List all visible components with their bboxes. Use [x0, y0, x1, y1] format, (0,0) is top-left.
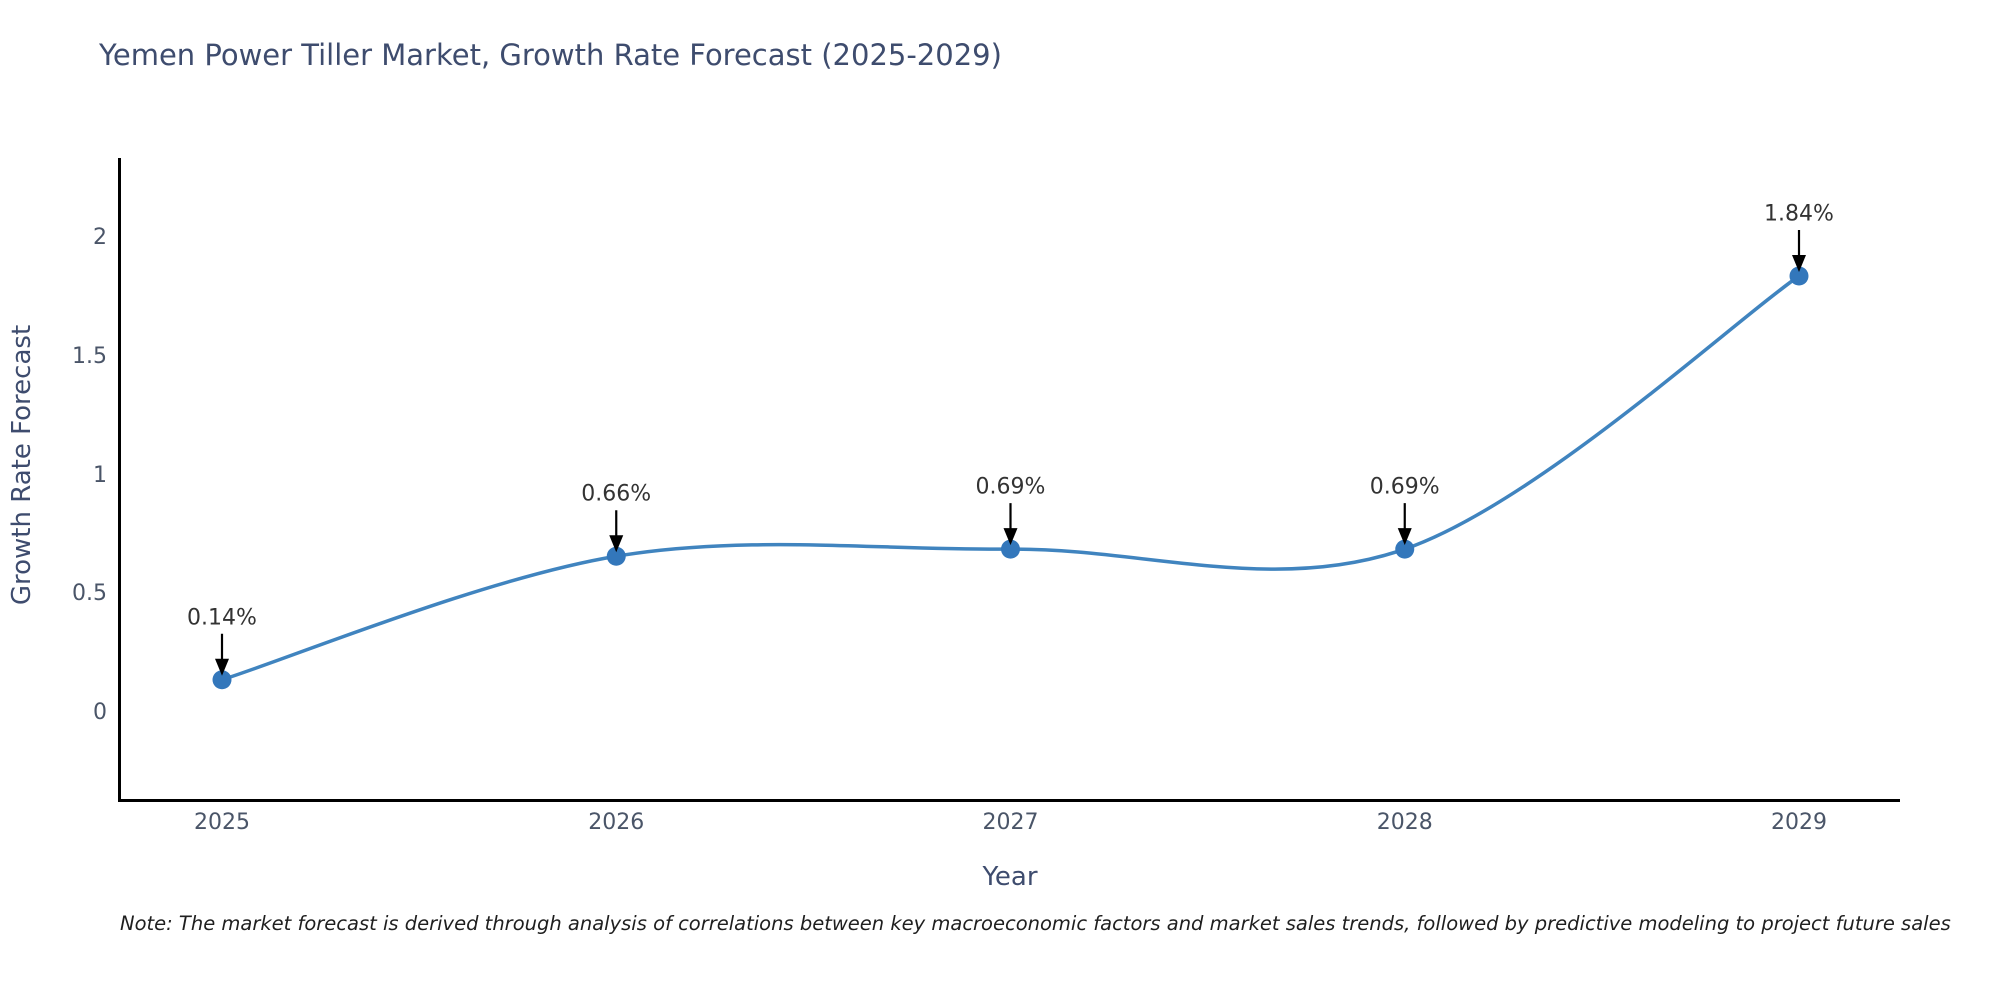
annotation-arrowhead-2026	[609, 535, 624, 553]
y-tick-label-0: 0	[93, 700, 107, 725]
x-axis-title: Year	[982, 862, 1038, 892]
annotation-arrowhead-2027	[1003, 528, 1018, 546]
point-label-2027: 0.69%	[975, 474, 1046, 500]
data-point-2026	[606, 546, 626, 566]
data-point-2027	[1001, 539, 1020, 559]
footnote: Note: The market forecast is derived thr…	[120, 912, 1951, 935]
point-label-2028: 0.69%	[1369, 474, 1440, 500]
x-tick-label-2028: 2028	[1376, 810, 1433, 835]
annotation-arrowhead-2029	[1792, 255, 1806, 272]
y-tick-label-0.5: 0.5	[72, 581, 107, 607]
x-tick-label-2025: 2025	[194, 810, 250, 835]
annotation-arrowhead-2028	[1397, 528, 1412, 546]
axes	[118, 158, 1900, 802]
annotation-arrowhead-2025	[215, 658, 229, 676]
annotation-arrows	[215, 230, 1806, 676]
y-tick-label-2: 2	[93, 225, 107, 250]
x-tick-label-2026: 2026	[588, 810, 645, 835]
x-tick-label-2029: 2029	[1771, 810, 1827, 835]
data-point-2025	[212, 670, 232, 690]
point-label-2025: 0.14%	[187, 605, 257, 631]
line-series	[212, 266, 1809, 690]
point-label-2026: 0.66%	[581, 481, 652, 507]
y-tick-label-1.5: 1.5	[72, 343, 107, 369]
point-label-2029: 1.84%	[1764, 201, 1834, 227]
chart-title: Yemen Power Tiller Market, Growth Rate F…	[99, 38, 1002, 72]
data-point-2029	[1789, 266, 1809, 286]
trend-line	[220, 274, 1801, 682]
x-tick-label-2027: 2027	[982, 810, 1039, 835]
data-point-2028	[1395, 539, 1415, 559]
y-tick-label-1: 1	[93, 462, 107, 488]
